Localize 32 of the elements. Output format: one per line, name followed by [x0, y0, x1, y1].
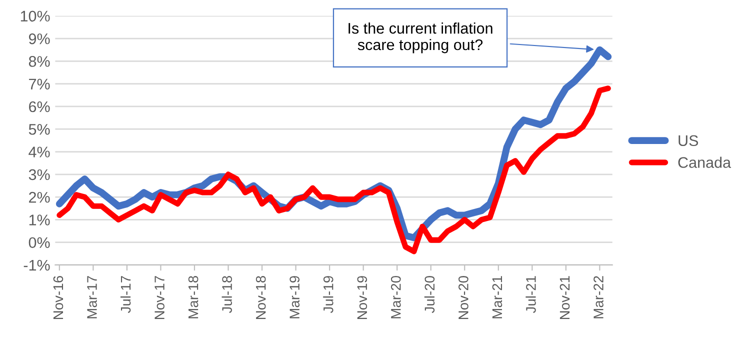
x-tick-label: Mar-21 [492, 276, 502, 318]
y-tick-label: 8% [28, 56, 50, 67]
y-tick-label: 7% [29, 78, 50, 90]
y-tick-label: 9% [28, 33, 50, 44]
x-tick-label: Jul-19 [323, 276, 334, 314]
x-tick-label: Nov-21 [560, 276, 570, 320]
y-tick-label: -1% [24, 260, 50, 271]
annotation: Is the current inflation scare topping out? [348, 22, 492, 54]
x-tick-label: Nov-17 [154, 276, 164, 320]
y-tick-label: 2% [29, 192, 50, 203]
y-tick-label: 1% [29, 214, 50, 226]
legend-label: US [678, 135, 698, 146]
x-tick-label: Jul-18 [222, 276, 232, 314]
x-tick-label: Mar-18 [188, 276, 198, 318]
x-tick-label: Mar-20 [390, 276, 401, 318]
y-tick-label: 3% [28, 169, 50, 180]
y-tick-label: 5% [28, 124, 50, 135]
y-tick-label: 4% [28, 146, 50, 158]
x-tick-label: Mar-22 [594, 276, 604, 318]
y-tick-label: 10% [20, 10, 50, 22]
x-tick-label: Jul-21 [526, 276, 536, 314]
x-tick-label: Nov-18 [256, 276, 266, 320]
x-tick-label: Jul-20 [424, 276, 435, 314]
x-tick-label: Mar-19 [290, 276, 300, 318]
legend-label: Canada [678, 156, 732, 168]
x-tick-label: Nov-20 [458, 276, 468, 320]
y-tick-label: 0% [28, 237, 50, 248]
y-tick-label: 6% [29, 101, 50, 112]
x-tick-label: Mar-17 [87, 276, 97, 318]
x-tick-label: Nov-16 [53, 276, 64, 320]
x-tick-label: Nov-19 [357, 276, 368, 320]
x-tick-label: Jul-17 [120, 276, 131, 314]
